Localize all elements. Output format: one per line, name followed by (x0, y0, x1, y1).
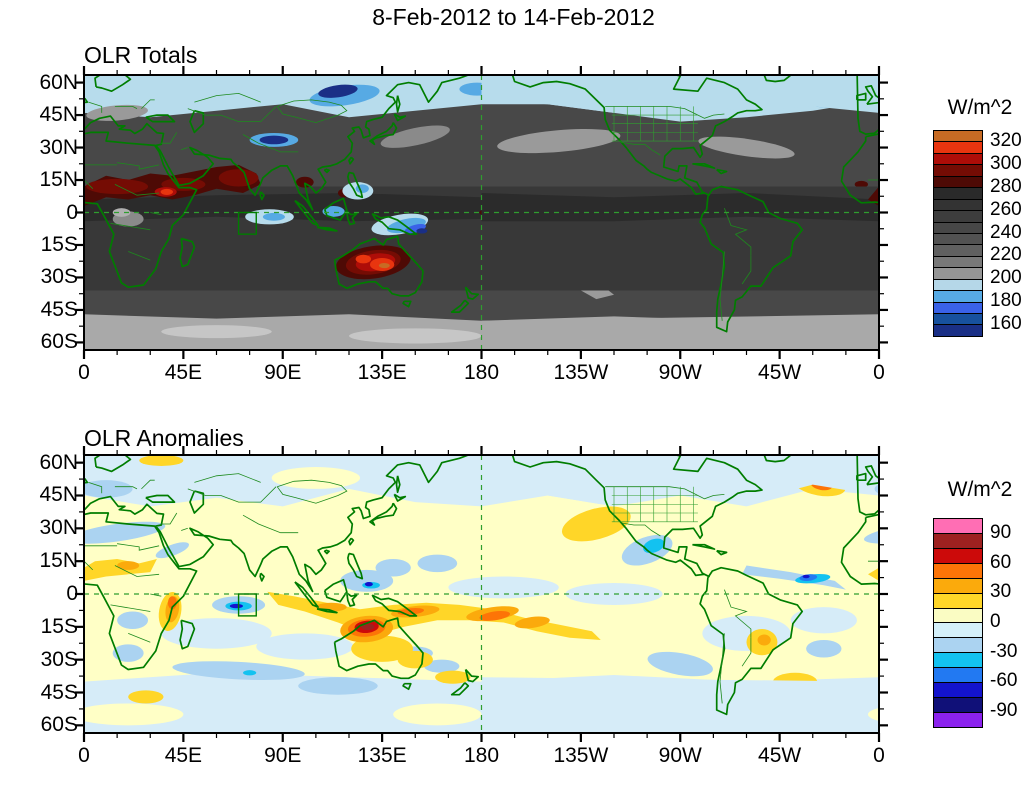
y-tick-label: 15N (39, 168, 78, 192)
y-tick-label: 30N (39, 135, 78, 159)
x-tick-label: 135W (553, 361, 609, 384)
colorbar-segment (934, 278, 982, 291)
colorbar-segment (934, 547, 982, 563)
x-tick-label: 90E (264, 744, 302, 767)
totals-colorbar-units: W/m^2 (947, 96, 1013, 119)
x-tick-label: 45E (164, 361, 203, 384)
colorbar-tick-label: 30 (990, 581, 1012, 603)
colorbar-segment (934, 255, 982, 268)
colorbar-segment (934, 324, 982, 336)
colorbar-segment (934, 313, 982, 325)
colorbar-segment (934, 198, 982, 211)
colorbar-segment (934, 232, 982, 245)
x-tick-label: 135W (553, 744, 609, 767)
x-tick-label: 90W (658, 744, 702, 767)
colorbar-segment (934, 164, 982, 176)
x-tick-label: 0 (873, 744, 885, 767)
colorbar-segment (934, 221, 982, 233)
colorbar-segment (934, 711, 982, 727)
totals-colorbar (933, 130, 983, 337)
y-tick-label: 60S (40, 713, 78, 737)
x-tick-label: 0 (78, 744, 90, 767)
colorbar-tick-label: 320 (990, 130, 1022, 152)
y-tick-label: 45N (39, 103, 78, 127)
colorbar-tick-label: 180 (990, 289, 1022, 311)
colorbar-tick-label: 280 (990, 175, 1022, 197)
colorbar-segment (934, 175, 982, 188)
x-tick-label: 135E (357, 361, 407, 384)
colorbar-segment (934, 532, 982, 548)
anomalies-panel-title: OLR Anomalies (84, 425, 244, 451)
colorbar-segment (934, 290, 982, 302)
colorbar-segment (934, 652, 982, 668)
colorbar-tick-label: 300 (990, 153, 1022, 175)
y-tick-label: 60N (39, 70, 78, 94)
anomalies-colorbar (933, 518, 983, 728)
x-tick-label: 45W (758, 744, 802, 767)
date-range-title: 8-Feb-2012 to 14-Feb-2012 (372, 4, 655, 30)
y-tick-label: 15S (40, 614, 78, 638)
colorbar-tick-label: 240 (990, 221, 1022, 243)
colorbar-segment (934, 244, 982, 256)
map-plot-area (84, 455, 879, 733)
colorbar-segment (934, 187, 982, 199)
colorbar-segment (934, 301, 982, 313)
colorbar-segment (934, 697, 982, 712)
y-tick-label: 30S (40, 265, 78, 289)
x-tick-label: 0 (873, 361, 885, 384)
x-tick-label: 45E (164, 744, 203, 767)
x-tick-label: 180 (463, 361, 500, 384)
x-tick-label: 180 (463, 744, 500, 767)
colorbar-tick-label: 160 (990, 312, 1022, 334)
colorbar-tick-label: 60 (990, 551, 1012, 573)
colorbar-tick-label: -30 (990, 640, 1018, 662)
colorbar-segment (934, 152, 982, 165)
colorbar-segment (934, 267, 982, 279)
y-tick-label: 15N (39, 549, 78, 573)
colorbar-segment (934, 667, 982, 683)
colorbar-tick-label: -60 (990, 670, 1018, 692)
colorbar-tick-label: -90 (990, 700, 1018, 722)
y-tick-label: 15S (40, 232, 78, 256)
map-plot-area (84, 75, 879, 350)
x-tick-label: 90E (264, 361, 302, 384)
colorbar-segment (934, 562, 982, 578)
colorbar-segment (934, 519, 982, 533)
colorbar-tick-label: 200 (990, 267, 1022, 289)
colorbar-segment (934, 141, 982, 153)
y-tick-label: 60S (40, 330, 78, 354)
x-tick-label: 90W (658, 361, 702, 384)
x-tick-label: 0 (78, 361, 90, 384)
colorbar-segment (934, 577, 982, 593)
olr-anomalies-map (75, 446, 888, 742)
y-tick-label: 0 (66, 200, 78, 224)
x-tick-label: 135E (357, 744, 407, 767)
colorbar-segment (934, 131, 982, 142)
totals-panel-title: OLR Totals (84, 42, 198, 68)
y-tick-label: 30S (40, 647, 78, 671)
anomalies-colorbar-units: W/m^2 (947, 478, 1013, 501)
colorbar-segment (934, 622, 982, 638)
y-tick-label: 45S (40, 297, 78, 321)
y-tick-label: 0 (66, 582, 78, 605)
colorbar-segment (934, 210, 982, 222)
colorbar-segment (934, 607, 982, 623)
colorbar-tick-label: 260 (990, 198, 1022, 220)
y-tick-label: 45S (40, 680, 78, 704)
colorbar-segment (934, 682, 982, 698)
colorbar-tick-label: 0 (990, 611, 1001, 632)
colorbar-segment (934, 592, 982, 608)
y-tick-label: 45N (39, 483, 78, 507)
colorbar-tick-label: 220 (990, 244, 1022, 266)
colorbar-segment (934, 637, 982, 653)
y-tick-label: 60N (39, 450, 78, 474)
colorbar-tick-label: 90 (990, 521, 1012, 543)
y-tick-label: 30N (39, 516, 78, 540)
olr-totals-map (75, 66, 888, 359)
x-tick-label: 45W (758, 361, 802, 384)
